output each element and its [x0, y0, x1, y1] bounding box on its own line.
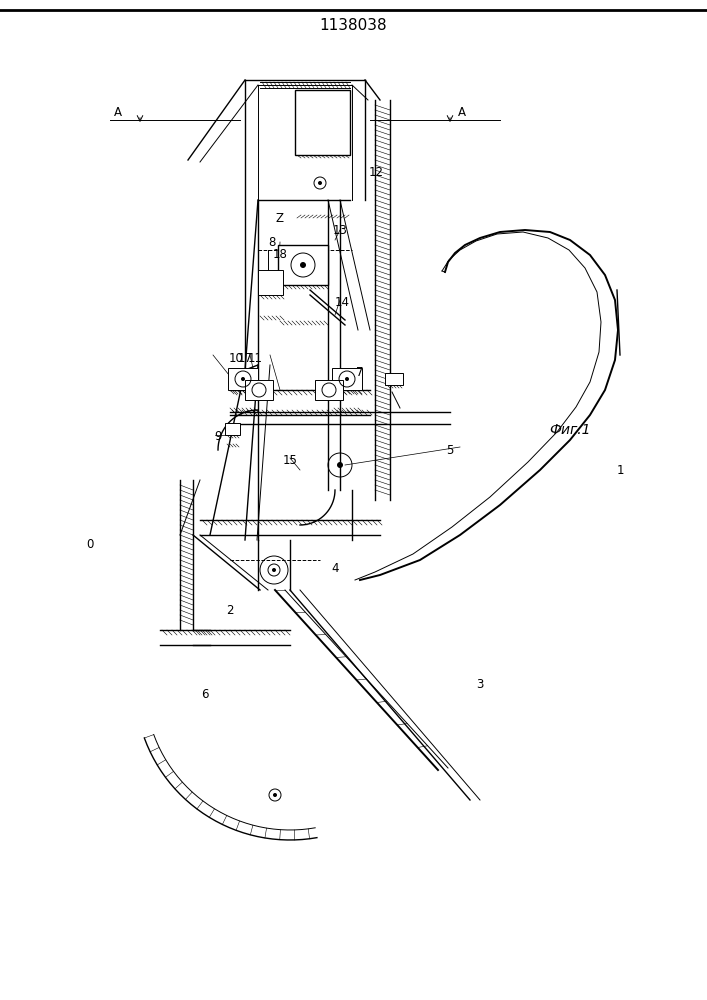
- Text: 4: 4: [332, 562, 339, 574]
- Circle shape: [345, 377, 349, 381]
- Bar: [332, 368, 362, 390]
- Text: A: A: [458, 105, 466, 118]
- Text: 1: 1: [617, 464, 624, 477]
- Text: 11: 11: [247, 352, 262, 364]
- Text: 18: 18: [273, 248, 288, 261]
- Text: 0: 0: [86, 538, 94, 552]
- Text: 1138038: 1138038: [319, 17, 387, 32]
- Circle shape: [272, 568, 276, 572]
- Text: 15: 15: [283, 454, 298, 466]
- Text: 12: 12: [368, 165, 383, 178]
- Circle shape: [273, 793, 277, 797]
- Text: A: A: [114, 105, 122, 118]
- Bar: [228, 368, 258, 390]
- Text: 17: 17: [238, 352, 252, 364]
- Text: 9: 9: [214, 430, 222, 444]
- Circle shape: [241, 377, 245, 381]
- Bar: [278, 245, 328, 285]
- Bar: [385, 373, 403, 385]
- Bar: [315, 380, 343, 400]
- Bar: [258, 270, 283, 295]
- Text: 5: 5: [446, 444, 454, 456]
- Circle shape: [318, 181, 322, 185]
- Text: 10: 10: [228, 352, 243, 364]
- Bar: [295, 90, 350, 155]
- Text: 7: 7: [356, 365, 363, 378]
- Text: 3: 3: [477, 678, 484, 692]
- Text: 13: 13: [332, 224, 347, 236]
- Text: 14: 14: [334, 296, 349, 308]
- Bar: [245, 380, 273, 400]
- Text: Фиг.1: Фиг.1: [549, 423, 591, 437]
- Text: 2: 2: [226, 603, 234, 616]
- Circle shape: [300, 262, 306, 268]
- Text: 6: 6: [201, 688, 209, 702]
- Text: Z: Z: [276, 212, 284, 225]
- Circle shape: [337, 462, 343, 468]
- Text: 8: 8: [269, 235, 276, 248]
- Bar: [225, 423, 240, 435]
